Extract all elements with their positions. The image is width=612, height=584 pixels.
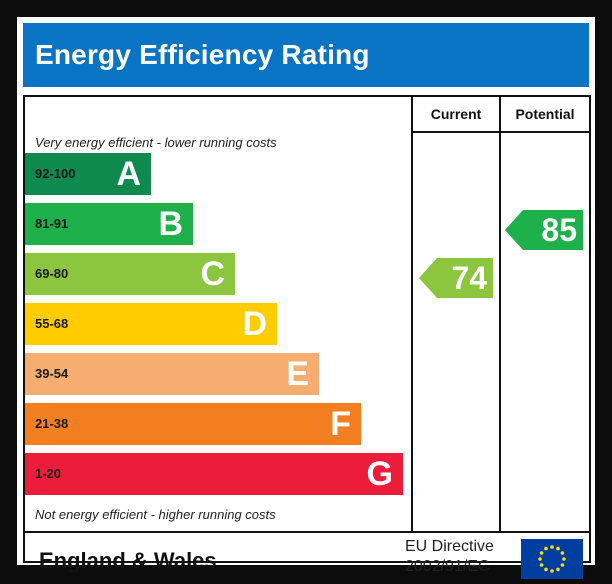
energy-rating-card: Energy Efficiency Rating Current Potenti… (17, 17, 595, 579)
top-note: Very energy efficient - lower running co… (35, 135, 277, 150)
band-range: 69-80 (35, 266, 69, 281)
title: Energy Efficiency Rating (23, 23, 589, 87)
band-letter: D (242, 305, 267, 343)
region-label: England & Wales (39, 548, 217, 573)
eu-stars (538, 545, 566, 573)
band-letter: C (200, 255, 225, 293)
band-d: 55-68 D (25, 303, 277, 345)
arrow-shape (505, 210, 583, 250)
band-e: 39-54 E (25, 353, 319, 395)
band-range: 21-38 (35, 416, 69, 431)
band-letter: G (366, 455, 393, 493)
current-rating-arrow: 74 (419, 258, 493, 298)
divider (499, 97, 501, 533)
rating-table: Current Potential Very energy efficient … (23, 95, 591, 579)
arrow-shape (419, 258, 493, 298)
band-c: 69-80 C (25, 253, 235, 295)
directive-line: EU Directive (405, 538, 494, 555)
band-f: 21-38 F (25, 403, 361, 445)
eu-flag-icon (521, 539, 583, 579)
divider (411, 97, 413, 533)
band-letter: F (330, 405, 351, 443)
potential-rating-arrow: 85 (505, 210, 583, 250)
band-a: 92-100 A (25, 153, 151, 195)
band-letter: B (158, 205, 183, 243)
band-range: 92-100 (35, 166, 76, 181)
bottom-note: Not energy efficient - higher running co… (35, 507, 276, 522)
current-column-header: Current (430, 106, 482, 122)
divider (411, 131, 589, 133)
potential-rating-value: 85 (541, 212, 577, 248)
divider (25, 531, 589, 533)
band-b: 81-91 B (25, 203, 193, 245)
band-g: 1-20 G (25, 453, 403, 495)
band-range: 81-91 (35, 216, 69, 231)
band-letter: A (116, 155, 141, 193)
band-range: 39-54 (35, 366, 69, 381)
eu-directive: EU Directive 2002/91/EC (405, 537, 535, 577)
directive-line: 2002/91/EC (405, 558, 490, 575)
band-letter: E (286, 355, 309, 393)
current-rating-value: 74 (451, 260, 487, 296)
band-range: 55-68 (35, 316, 69, 331)
band-range: 1-20 (35, 466, 62, 481)
potential-column-header: Potential (515, 106, 575, 122)
